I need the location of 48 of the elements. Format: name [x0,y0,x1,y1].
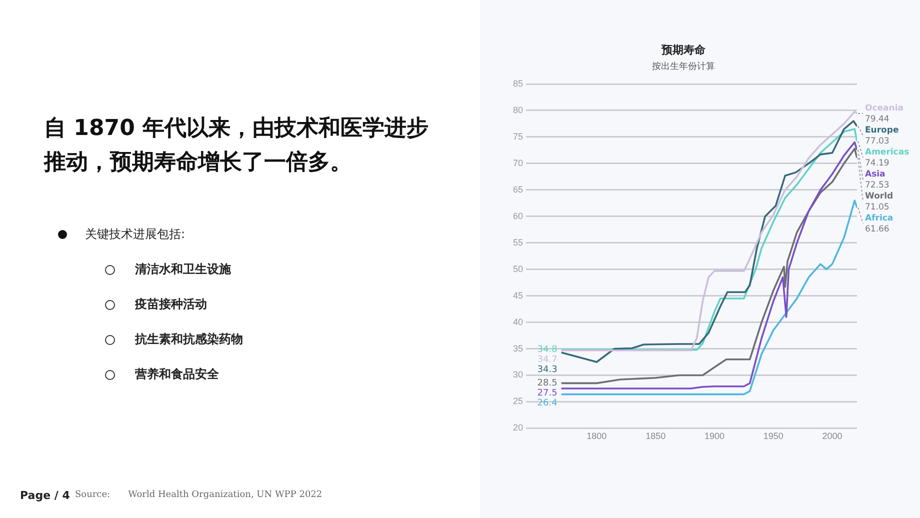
x-tick-label: 1850 [646,431,666,442]
y-tick-label: 30 [512,370,524,380]
data-label: 71.05 [865,202,890,213]
y-tick-label: 20 [512,422,524,433]
data-label: 34.3 [537,365,558,376]
y-tick-label: 60 [512,210,524,221]
y-tick-label: 25 [512,396,524,406]
text: 自 1870 年代以来，由技术和医学进步推动，预期寿命增长了一倍多。 [44,115,430,177]
y-tick-label: 55 [512,237,524,248]
data-label: 77.03 [865,136,890,147]
y-tick-label: 45 [512,290,524,300]
y-tick-label: 75 [512,131,524,142]
x-tick-label: 1950 [763,431,784,442]
text: 疫苗接种活动 [135,296,207,313]
text: World [865,192,894,202]
x-tick-label: 1900 [704,431,724,442]
text: Asia [865,170,886,180]
data-label: 74.19 [865,158,890,169]
text: Page / 4 [20,489,70,502]
data-label: 79.44 [865,114,890,125]
source-note: Source: [75,490,110,500]
text: 抗生素和抗感染药物 [135,331,243,348]
data-label: 61.66 [865,224,890,235]
data-label: 28.5 [537,378,558,389]
text: 关键技术进展包括: [85,226,186,243]
text: World Health Organization, UN WPP 2022 [128,490,322,500]
x-tick-label: 1800 [586,431,607,442]
series-label: Americas [865,148,910,158]
series-label: Oceania [865,104,904,114]
series-label: Africa [865,214,894,224]
data-label: 72.53 [865,180,890,191]
y-tick-label: 70 [512,158,524,168]
y-tick-label: 35 [512,343,524,354]
data-label: 26.4 [537,398,558,409]
y-tick-label: 50 [512,264,524,274]
data-label: 34.7 [537,355,558,366]
text: 营养和食品安全 [135,366,219,383]
y-tick-label: 85 [512,78,524,88]
y-tick-label: 80 [512,104,524,115]
data-label: 27.5 [537,388,558,399]
x-tick-label: 2000 [822,431,842,442]
chart-subtitle: 按出生年份计算 [652,60,715,72]
y-tick-label: 65 [512,184,524,194]
data-label: 34.8 [537,345,558,356]
chart-title: 预期寿命 [660,43,706,56]
series-label: Europe [865,126,899,136]
y-tick-label: 40 [512,316,524,327]
text: 清洁水和卫生设施 [135,261,231,278]
